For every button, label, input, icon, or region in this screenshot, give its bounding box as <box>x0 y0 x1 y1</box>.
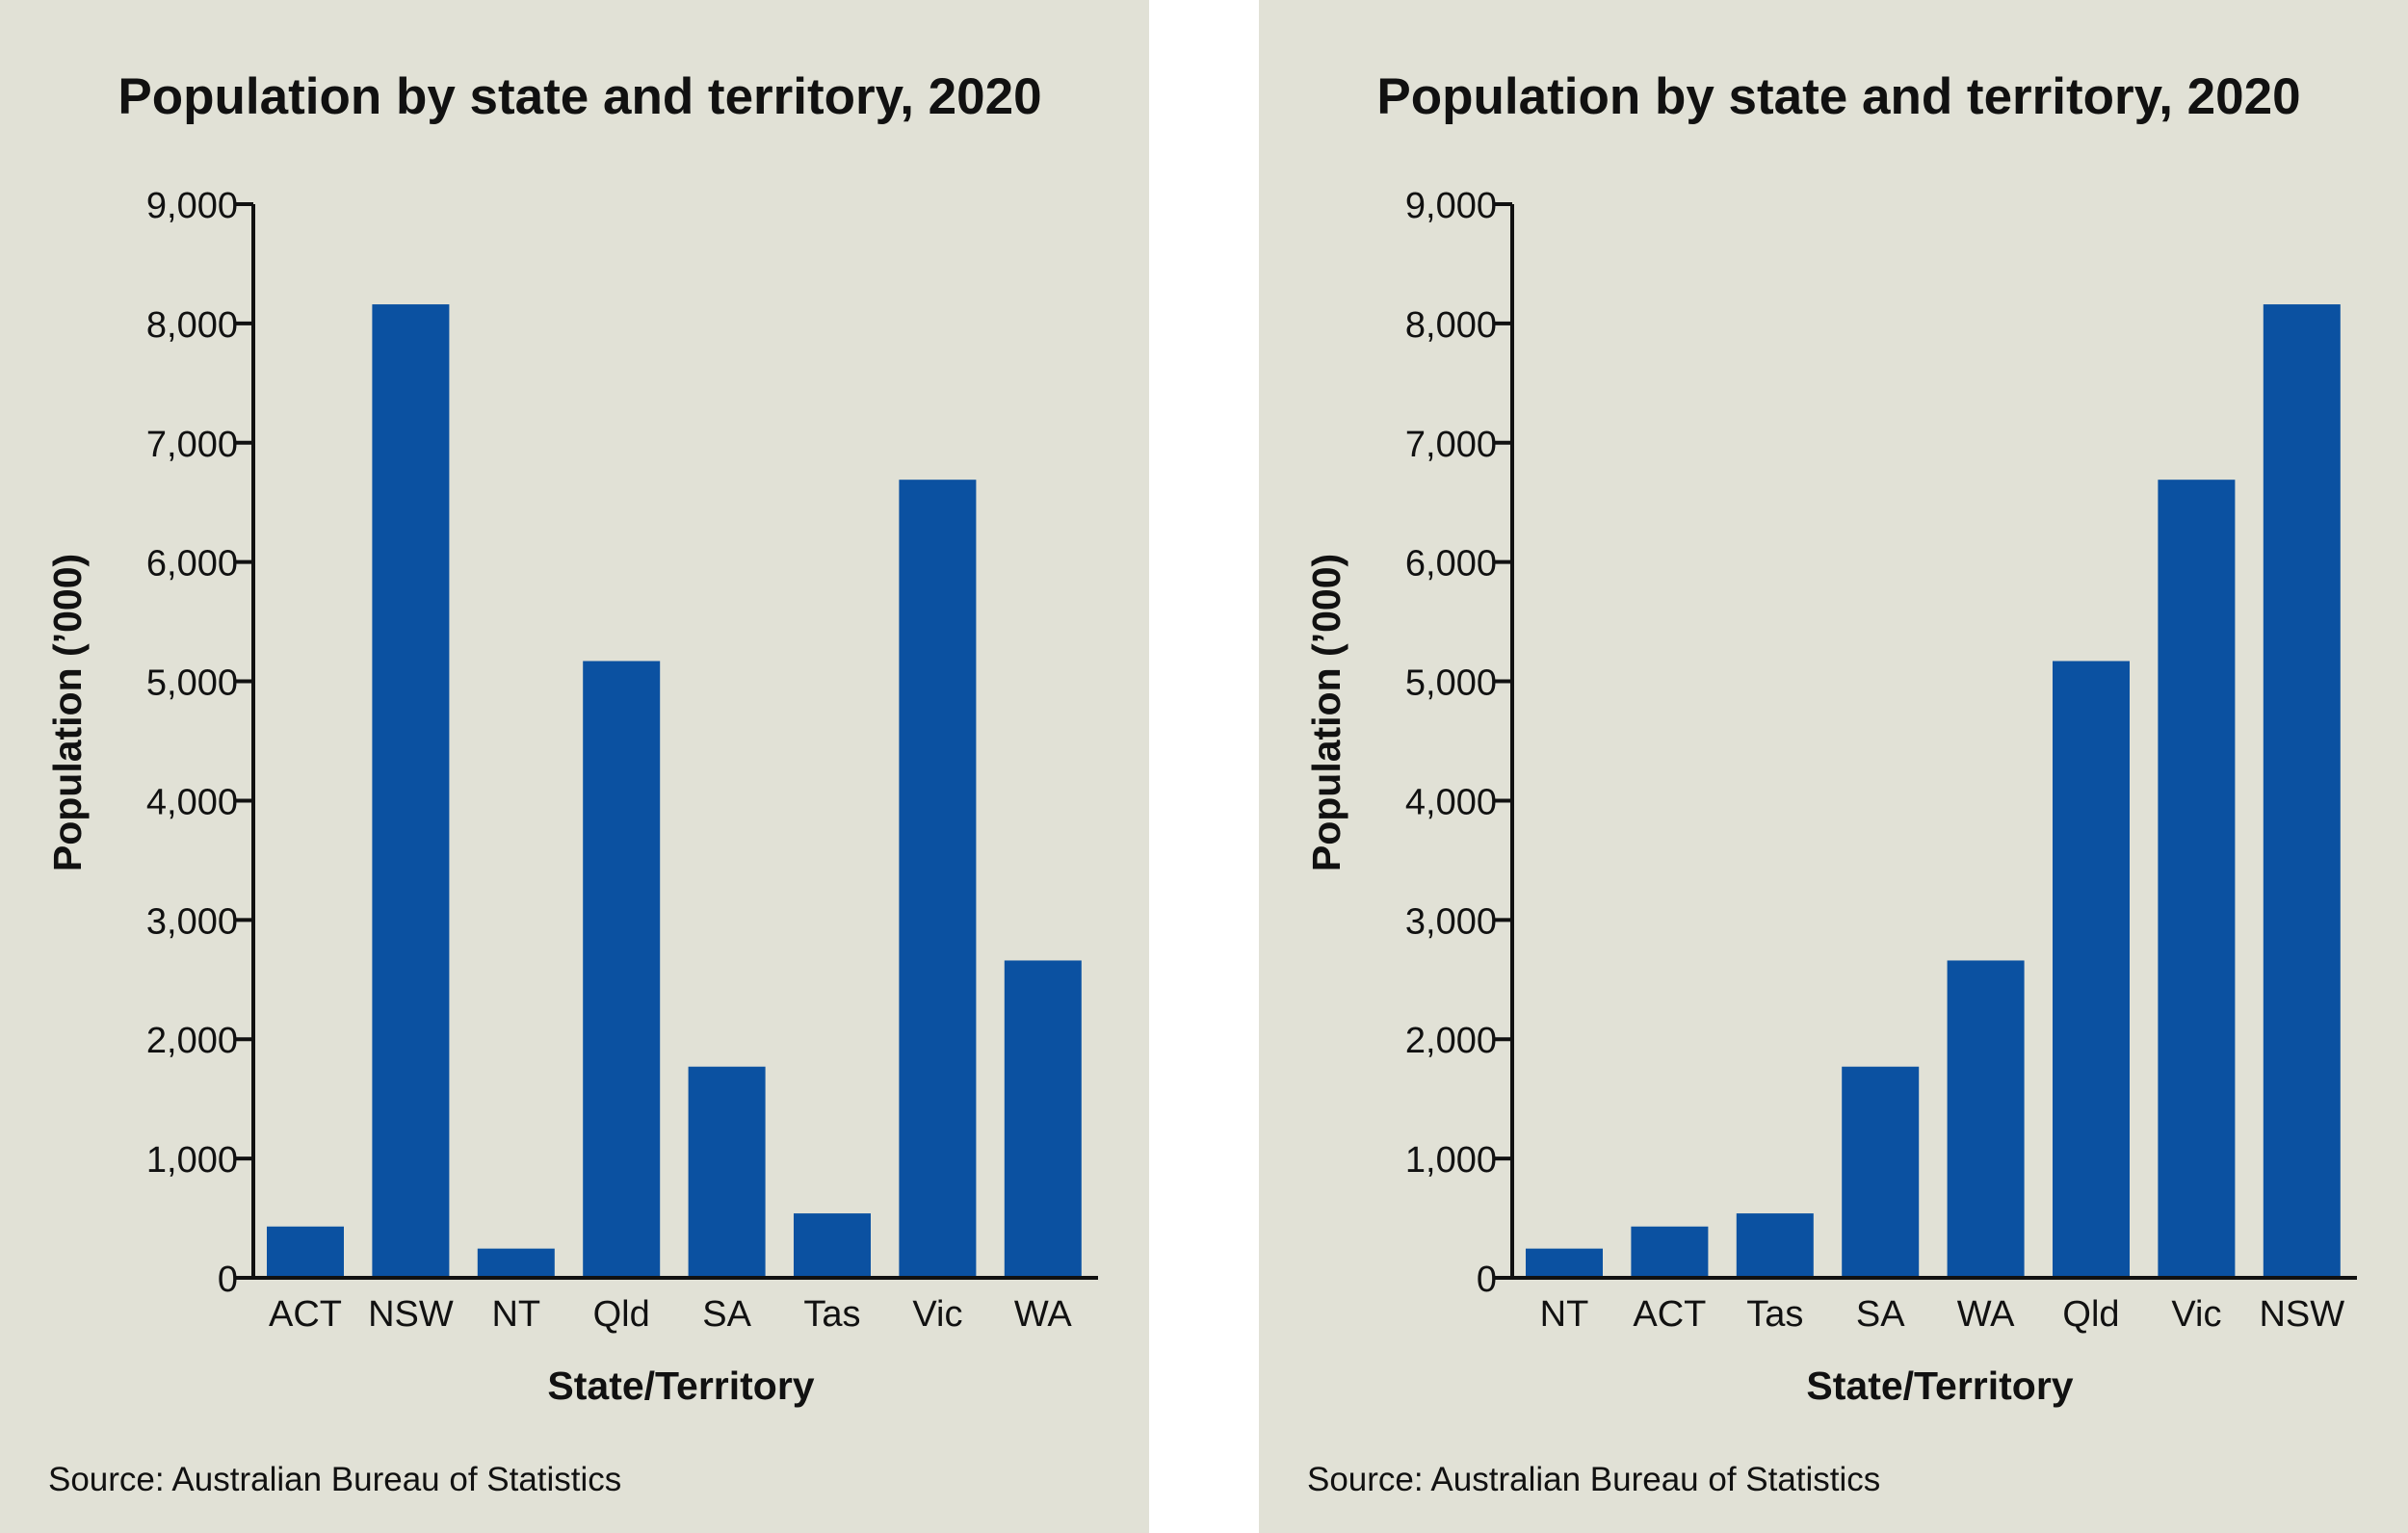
y-tick-label: 9,000 <box>1405 186 1497 226</box>
bar-vic <box>899 480 976 1278</box>
y-axis-title: Population (’000) <box>1304 554 1348 871</box>
bar-act <box>267 1227 344 1278</box>
x-tick-label: NT <box>491 1294 540 1335</box>
y-tick-label: 5,000 <box>146 663 238 704</box>
y-tick-label: 6,000 <box>1405 544 1497 585</box>
y-tick-label: 5,000 <box>1405 663 1497 704</box>
y-tick-label: 7,000 <box>146 425 238 465</box>
y-tick-label: 1,000 <box>146 1140 238 1181</box>
y-tick-label: 2,000 <box>146 1021 238 1061</box>
bar-sa <box>1842 1067 1919 1278</box>
y-tick-label: 8,000 <box>1405 305 1497 346</box>
chart-title: Population by state and territory, 2020 <box>1376 68 2300 125</box>
y-axis-title: Population (’000) <box>45 554 90 871</box>
y-tick-label: 1,000 <box>1405 1140 1497 1181</box>
bar-tas <box>794 1213 871 1278</box>
y-tick-label: 6,000 <box>146 544 238 585</box>
x-tick-label: Qld <box>593 1294 650 1335</box>
bar-wa <box>1005 960 1082 1278</box>
x-tick-label: WA <box>1014 1294 1072 1335</box>
source-note: Source: Australian Bureau of Statistics <box>1307 1461 1880 1498</box>
x-axis-title: State/Territory <box>1806 1364 2073 1408</box>
x-tick-label: NSW <box>2259 1294 2344 1335</box>
y-tick-label: 8,000 <box>146 305 238 346</box>
y-tick-label: 3,000 <box>1405 901 1497 942</box>
x-axis-title: State/Territory <box>547 1364 814 1408</box>
y-tick-label: 0 <box>1477 1260 1497 1300</box>
bar-qld <box>2053 661 2130 1278</box>
x-tick-label: NSW <box>368 1294 454 1335</box>
y-tick-label: 4,000 <box>146 782 238 822</box>
x-tick-label: NT <box>1540 1294 1589 1335</box>
bar-nt <box>478 1249 555 1278</box>
bar-tas <box>1737 1213 1814 1278</box>
chart-panel-unsorted: Population by state and territory, 2020 … <box>0 0 1149 1533</box>
x-tick-label: ACT <box>269 1294 342 1335</box>
x-tick-label: Tas <box>803 1294 860 1335</box>
x-tick-label: ACT <box>1633 1294 1706 1335</box>
bar-nt <box>1526 1249 1603 1278</box>
chart-panel-sorted: Population by state and territory, 2020 … <box>1259 0 2408 1533</box>
y-tick-label: 2,000 <box>1405 1021 1497 1061</box>
y-tick-label: 9,000 <box>146 186 238 226</box>
x-tick-label: Qld <box>2062 1294 2119 1335</box>
x-tick-label: Vic <box>2171 1294 2221 1335</box>
bar-chart-sorted: Population by state and territory, 2020 … <box>1259 0 2408 1533</box>
source-note: Source: Australian Bureau of Statistics <box>48 1461 621 1498</box>
bar-qld <box>583 661 660 1278</box>
y-tick-label: 3,000 <box>146 901 238 942</box>
chart-title: Population by state and territory, 2020 <box>118 68 1041 125</box>
bar-vic <box>2158 480 2235 1278</box>
bar-chart-unsorted: Population by state and territory, 2020 … <box>0 0 1149 1533</box>
bar-nsw <box>372 304 449 1278</box>
x-tick-label: WA <box>1957 1294 2015 1335</box>
bar-act <box>1631 1227 1708 1278</box>
y-tick-label: 7,000 <box>1405 425 1497 465</box>
x-tick-label: SA <box>1856 1294 1905 1335</box>
bar-sa <box>689 1067 766 1278</box>
x-tick-label: SA <box>702 1294 751 1335</box>
y-tick-label: 0 <box>218 1260 238 1300</box>
x-tick-label: Tas <box>1746 1294 1803 1335</box>
bar-nsw <box>2264 304 2341 1278</box>
x-tick-label: Vic <box>912 1294 962 1335</box>
y-tick-label: 4,000 <box>1405 782 1497 822</box>
bar-wa <box>1948 960 2025 1278</box>
